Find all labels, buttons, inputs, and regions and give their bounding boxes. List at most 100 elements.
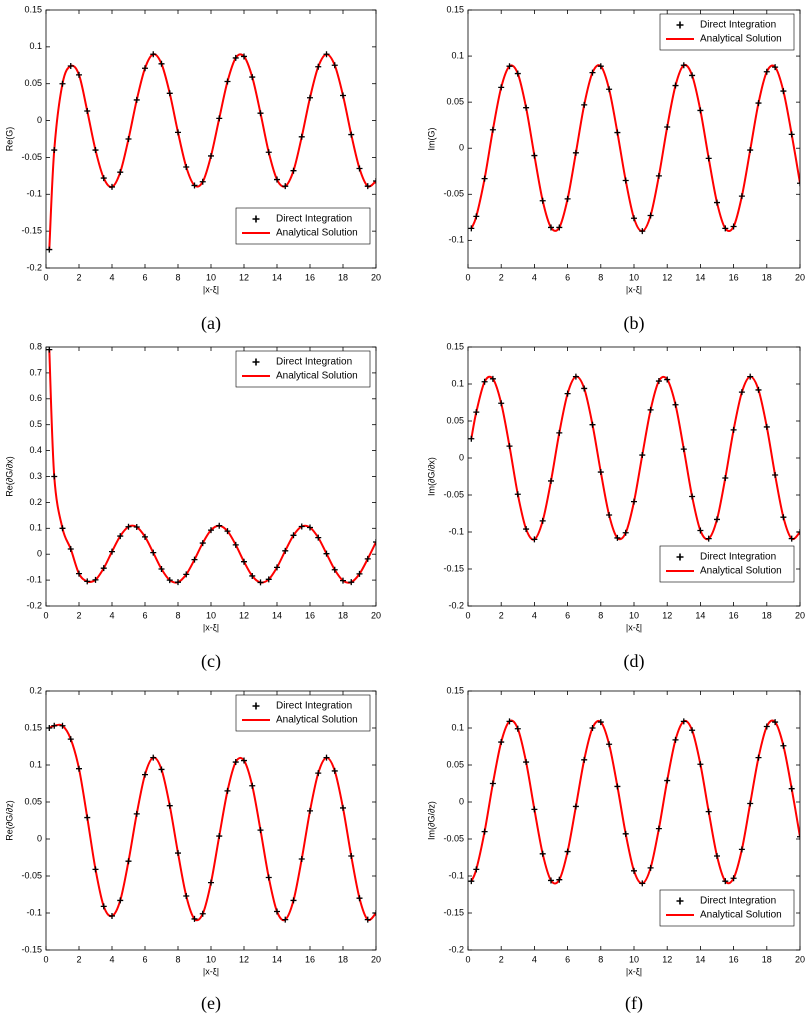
y-tick-label: -0.2	[448, 944, 464, 954]
marker-plus	[797, 180, 800, 187]
x-tick-label: 2	[499, 954, 504, 964]
legend-box	[659, 13, 795, 51]
x-tick-label: 8	[175, 610, 180, 620]
marker-plus	[125, 858, 132, 865]
marker-plus	[216, 115, 223, 122]
y-tick-label: 0.05	[446, 97, 464, 107]
y-tick-label: 0.8	[29, 341, 42, 351]
x-tick-label: 4	[109, 610, 114, 620]
legend-label: Direct Integration	[700, 20, 776, 31]
marker-plus	[150, 549, 157, 556]
marker-plus	[747, 373, 754, 380]
x-axis-label: |x-ξ|	[626, 622, 642, 632]
x-tick-label: 18	[762, 954, 772, 964]
legend-box	[235, 694, 371, 732]
x-tick-label: 20	[371, 610, 381, 620]
marker-plus	[46, 347, 53, 353]
plot-frame	[45, 9, 377, 269]
y-tick-label: -0.2	[26, 262, 42, 272]
x-tick-label: 14	[272, 610, 282, 620]
marker-plus	[257, 110, 264, 117]
x-tick-label: 0	[43, 610, 48, 620]
marker-plus	[241, 558, 247, 565]
marker-plus	[614, 783, 621, 790]
marker-plus	[622, 177, 629, 184]
y-tick-label: 0.6	[29, 393, 42, 403]
marker-plus	[257, 579, 264, 586]
marker-plus	[755, 386, 762, 393]
x-tick-label: 16	[305, 272, 315, 282]
marker-plus	[356, 895, 363, 902]
marker-plus	[76, 765, 82, 772]
marker-plus	[747, 147, 754, 154]
marker-plus	[373, 178, 376, 185]
marker-plus	[705, 535, 712, 542]
marker-plus	[672, 82, 679, 89]
marker-plus	[199, 910, 206, 917]
legend-box	[235, 207, 371, 245]
x-tick-label: 8	[598, 954, 603, 964]
marker-plus	[597, 63, 604, 70]
marker-plus	[282, 547, 289, 554]
marker-plus	[514, 725, 521, 732]
marker-plus	[158, 565, 165, 572]
marker-plus	[581, 385, 588, 392]
x-tick-label: 12	[662, 610, 672, 620]
x-tick-label: 4	[532, 610, 537, 620]
marker-plus	[498, 400, 505, 407]
marker-plus	[158, 60, 165, 67]
marker-plus	[647, 864, 654, 871]
legend-label: Analytical Solution	[276, 715, 358, 726]
plot-content	[468, 373, 800, 543]
marker-plus	[331, 62, 338, 69]
plot-frame	[467, 690, 801, 951]
x-tick-label: 14	[695, 954, 705, 964]
marker-plus	[67, 546, 74, 553]
y-tick-label: -0.1	[26, 907, 42, 917]
marker-plus	[539, 850, 546, 857]
y-tick-label: 0.4	[29, 445, 42, 455]
marker-plus	[738, 193, 745, 200]
x-tick-label: 0	[43, 954, 48, 964]
marker-plus	[67, 63, 74, 70]
y-tick-label: 0	[459, 796, 464, 806]
marker-plus	[788, 535, 795, 542]
y-tick-label: 0.7	[29, 367, 42, 377]
y-tick-label: 0.2	[29, 685, 42, 695]
marker-plus	[307, 807, 313, 814]
marker-plus	[100, 175, 107, 182]
y-tick-label: 0.5	[29, 419, 42, 429]
x-tick-label: 20	[795, 954, 805, 964]
marker-plus	[780, 88, 787, 95]
marker-plus	[323, 550, 330, 557]
marker-plus	[639, 452, 646, 459]
x-tick-label: 6	[565, 610, 570, 620]
y-tick-label: 0.15	[446, 685, 464, 695]
x-tick-label: 10	[206, 954, 216, 964]
x-tick-label: 8	[175, 954, 180, 964]
x-tick-label: 14	[272, 954, 282, 964]
x-axis-label: |x-ξ|	[626, 284, 642, 294]
marker-plus	[364, 555, 371, 562]
marker-plus	[67, 736, 74, 743]
marker-plus	[468, 435, 475, 442]
marker-plus	[175, 579, 181, 586]
marker-plus	[606, 741, 613, 748]
marker-plus	[216, 833, 223, 840]
marker-plus	[59, 525, 66, 532]
marker-plus	[664, 376, 671, 383]
marker-plus	[481, 378, 488, 385]
marker-plus	[772, 719, 779, 726]
marker-plus	[274, 564, 280, 571]
y-axis-label: Im(G)	[426, 128, 436, 151]
x-tick-label: 2	[499, 272, 504, 282]
marker-plus	[224, 78, 231, 85]
y-tick-label: -0.2	[448, 600, 464, 610]
marker-plus	[125, 136, 132, 142]
y-tick-label: -0.1	[26, 574, 42, 584]
x-axis-label: |x-ξ|	[203, 622, 219, 632]
y-tick-label: 0.15	[446, 4, 464, 14]
marker-plus	[59, 80, 66, 87]
marker-plus	[340, 804, 346, 811]
caption: (e)	[201, 993, 221, 1014]
